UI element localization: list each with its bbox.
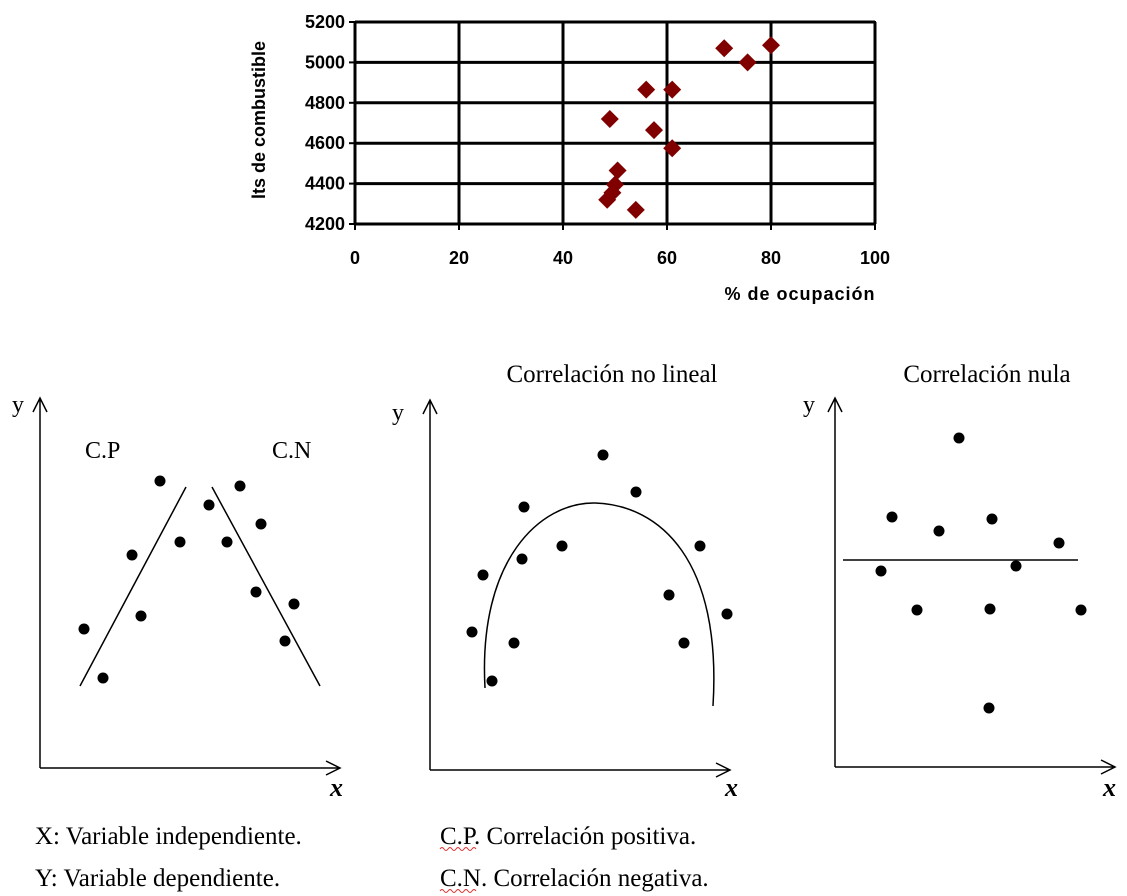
dot	[477, 569, 489, 581]
label: C.N	[272, 438, 311, 464]
dot	[78, 623, 90, 635]
dot	[984, 603, 996, 615]
dot	[486, 675, 498, 687]
x-tick-label: 40	[553, 248, 573, 268]
x-label: x	[1102, 773, 1116, 802]
dot	[279, 635, 291, 647]
y-label: y	[803, 392, 815, 418]
point	[637, 80, 656, 99]
note: C.P. Correlación positiva.	[440, 823, 696, 850]
dot	[518, 501, 530, 513]
dot	[678, 637, 690, 649]
dot	[126, 549, 138, 561]
dot	[174, 536, 186, 548]
y-label: y	[12, 392, 24, 418]
y-axis-title: lts de combustible	[249, 41, 269, 199]
dot	[250, 586, 262, 598]
dot	[1010, 560, 1022, 572]
label: C.P	[85, 438, 120, 464]
dot	[911, 604, 923, 616]
dot	[597, 449, 609, 461]
dot	[663, 589, 675, 601]
y-label: y	[392, 400, 404, 426]
dot	[203, 499, 215, 511]
dot	[466, 626, 478, 638]
axes	[422, 398, 732, 778]
point	[715, 39, 734, 58]
y-tick-label: 5200	[305, 12, 345, 32]
axes	[827, 396, 1117, 775]
note: Y: Variable dependiente.	[35, 865, 280, 892]
spell-underline	[439, 847, 477, 893]
dot	[255, 518, 267, 530]
dot	[721, 608, 733, 620]
point	[663, 139, 682, 158]
point	[738, 53, 757, 72]
point	[598, 190, 617, 209]
diagram-title: Correlación nula	[903, 361, 1070, 388]
point	[626, 200, 645, 219]
point	[663, 80, 682, 99]
axes	[32, 396, 342, 776]
note: X: Variable independiente.	[35, 823, 302, 850]
dot	[1075, 604, 1087, 616]
point	[600, 109, 619, 128]
dot	[135, 610, 147, 622]
dot	[508, 637, 520, 649]
dot	[933, 525, 945, 537]
note: C.N. Correlación negativa.	[440, 865, 709, 892]
x-label: x	[329, 773, 343, 802]
dot	[886, 511, 898, 523]
diagram-title: Correlación no lineal	[506, 361, 717, 388]
y-tick-label: 4400	[305, 174, 345, 194]
x-label: x	[724, 773, 738, 802]
x-axis-title: % de ocupación	[724, 284, 875, 304]
dot	[986, 513, 998, 525]
dot	[221, 536, 233, 548]
dot	[556, 540, 568, 552]
y-tick-label: 4200	[305, 214, 345, 234]
dot	[516, 553, 528, 565]
dot	[1053, 537, 1065, 549]
dot	[154, 475, 166, 487]
x-tick-label: 60	[657, 248, 677, 268]
y-tick-label: 5000	[305, 52, 345, 72]
x-tick-label: 0	[350, 248, 360, 268]
dot	[288, 598, 300, 610]
dot	[97, 672, 109, 684]
dot	[875, 565, 887, 577]
y-tick-label: 4800	[305, 93, 345, 113]
y-tick-label: 4600	[305, 133, 345, 153]
dot	[234, 480, 246, 492]
dot	[694, 540, 706, 552]
trend-line	[79, 486, 321, 687]
point	[645, 121, 663, 140]
trend-curve	[483, 502, 715, 707]
dot	[953, 432, 965, 444]
point	[608, 161, 627, 180]
x-tick-label: 80	[761, 248, 781, 268]
x-tick-label: 100	[860, 248, 890, 268]
x-tick-label: 20	[449, 248, 469, 268]
dot	[630, 486, 642, 498]
point	[762, 36, 780, 55]
dot	[983, 702, 995, 714]
